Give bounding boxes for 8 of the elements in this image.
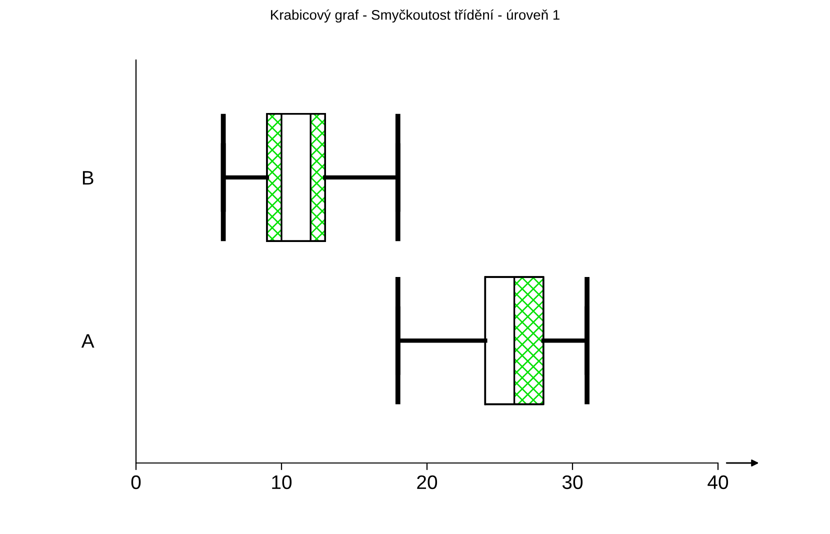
x-tick-label: 30	[562, 475, 583, 490]
y-tick-label: B	[82, 171, 94, 185]
chart-title: Krabicový graf - Smyčkoutost třídění - úroveň 1	[271, 9, 560, 23]
x-tick-label: 20	[417, 475, 438, 490]
x-tick-label: 10	[272, 475, 292, 490]
x-tick-label: 0	[131, 475, 141, 490]
x-tick-label: 40	[708, 475, 728, 490]
y-tick-label: A	[81, 334, 94, 348]
